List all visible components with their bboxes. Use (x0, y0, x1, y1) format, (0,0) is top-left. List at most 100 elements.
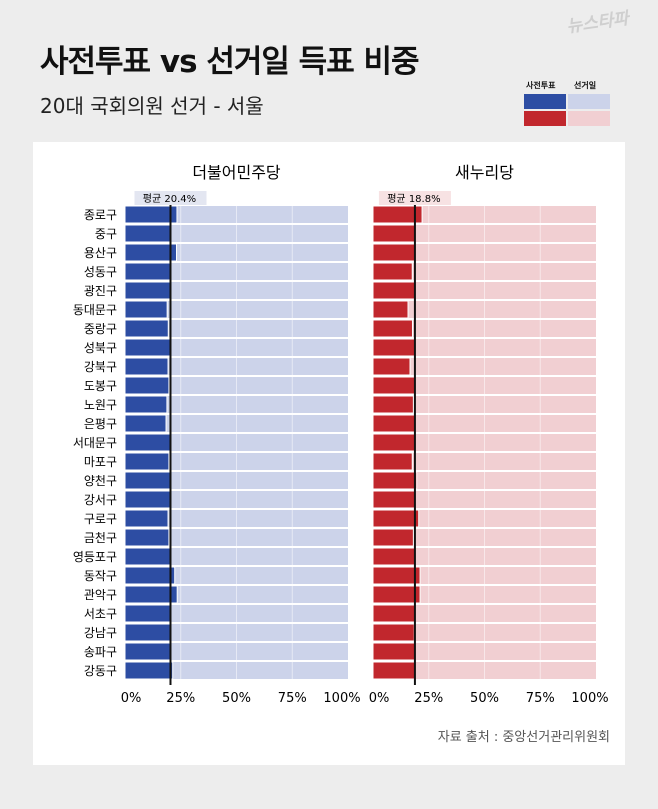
bar-early-vote (372, 243, 416, 262)
bar-early-vote (372, 281, 416, 300)
average-label-bg (378, 191, 451, 205)
bar-early-vote (372, 262, 413, 281)
chart-title: 더불어민주당 (192, 163, 281, 182)
bar-early-vote (124, 357, 169, 376)
chart-title: 새누리당 (455, 163, 514, 182)
category-label: 동대문구 (73, 303, 117, 317)
bar-early-vote (372, 338, 416, 357)
bar-early-vote (372, 661, 416, 680)
legend-election-day: 선거일 (574, 81, 597, 90)
bar-early-vote (372, 642, 416, 661)
bar-early-vote (124, 585, 178, 604)
bar-early-vote (124, 642, 172, 661)
bar-early-vote (372, 357, 411, 376)
category-label: 중랑구 (84, 322, 117, 336)
bar-early-vote (372, 433, 416, 452)
category-label: 동작구 (84, 569, 117, 583)
average-label: 평균 20.4% (143, 193, 196, 205)
legend-swatch-red-light (568, 111, 610, 126)
bar-early-vote (124, 338, 171, 357)
bar-early-vote (124, 490, 171, 509)
bar-early-vote (124, 243, 178, 262)
bar-early-vote (124, 300, 168, 319)
category-label: 성동구 (84, 265, 117, 279)
bar-early-vote (124, 205, 178, 224)
bar-early-vote (372, 623, 415, 642)
category-label: 도봉구 (84, 379, 117, 393)
x-tick-label: 50% (470, 691, 499, 706)
x-tick-label: 0% (121, 691, 142, 706)
legend-early: 사전투표 (526, 81, 556, 90)
bar-early-vote (372, 509, 420, 528)
category-label: 노원구 (84, 398, 117, 412)
bar-early-vote (124, 319, 169, 338)
average-label: 평균 18.8% (387, 193, 440, 205)
x-tick-label: 100% (323, 691, 360, 706)
x-tick-label: 75% (278, 691, 307, 706)
x-tick-label: 0% (369, 691, 390, 706)
bar-early-vote (124, 414, 167, 433)
bar-early-vote (372, 604, 416, 623)
bar-early-vote (372, 395, 414, 414)
category-label: 강북구 (84, 360, 117, 374)
bar-early-vote (124, 433, 171, 452)
bar-early-vote (372, 585, 421, 604)
category-label: 영등포구 (73, 550, 117, 564)
bar-early-vote (124, 376, 170, 395)
category-label: 은평구 (84, 417, 117, 431)
category-label: 강서구 (84, 493, 117, 507)
bar-early-vote (372, 528, 414, 547)
category-label: 서대문구 (73, 436, 117, 450)
average-label-bg (134, 191, 207, 205)
bar-early-vote (124, 281, 171, 300)
x-tick-label: 50% (222, 691, 251, 706)
x-tick-label: 25% (414, 691, 443, 706)
category-label: 강남구 (84, 626, 117, 640)
page-subtitle: 20대 국회의원 선거 - 서울 (40, 94, 264, 118)
category-label: 송파구 (84, 645, 117, 659)
bar-early-vote (372, 319, 413, 338)
category-label: 종로구 (84, 208, 117, 222)
bar-early-vote (124, 547, 171, 566)
bar-early-vote (372, 300, 409, 319)
category-label: 구로구 (84, 512, 117, 526)
x-tick-label: 75% (526, 691, 555, 706)
bar-early-vote (124, 661, 174, 680)
category-label: 마포구 (84, 455, 117, 469)
bar-early-vote (124, 509, 169, 528)
x-tick-label: 25% (166, 691, 195, 706)
bar-early-vote (124, 395, 168, 414)
bar-early-vote (124, 566, 176, 585)
bar-early-vote (372, 490, 416, 509)
category-label: 강동구 (84, 664, 117, 678)
bar-early-vote (124, 623, 172, 642)
category-label: 서초구 (84, 607, 117, 621)
source-note: 자료 출처 : 중앙선거관리위원회 (437, 730, 610, 745)
page-title: 사전투표 vs 선거일 득표 비중 (40, 44, 420, 80)
bar-early-vote (124, 528, 170, 547)
category-label: 양천구 (84, 473, 117, 488)
x-tick-label: 100% (571, 691, 608, 706)
category-label: 광진구 (84, 284, 117, 298)
category-label: 중구 (95, 227, 117, 241)
bar-early-vote (372, 414, 416, 433)
legend-swatch-red (524, 111, 566, 126)
bar-early-vote (372, 547, 416, 566)
category-label: 금천구 (84, 530, 117, 545)
bar-early-vote (124, 262, 171, 281)
bar-early-vote (372, 224, 416, 243)
bar-early-vote (124, 604, 171, 623)
bar-early-vote (124, 224, 171, 243)
bar-early-vote (372, 566, 421, 585)
bar-early-vote (372, 205, 423, 224)
category-label: 용산구 (84, 246, 117, 260)
category-label: 관악구 (84, 588, 117, 602)
bar-early-vote (372, 452, 413, 471)
category-label: 성북구 (84, 341, 117, 355)
bar-early-vote (124, 471, 171, 490)
bar-early-vote (372, 376, 416, 395)
legend-swatch-blue-light (568, 94, 610, 109)
bar-early-vote (372, 471, 418, 490)
